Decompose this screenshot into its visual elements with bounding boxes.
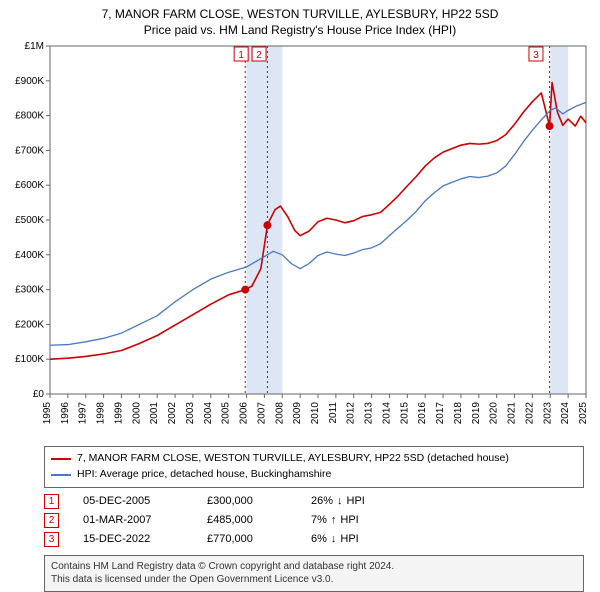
svg-text:1995: 1995 bbox=[42, 402, 53, 425]
event-row: 3 15-DEC-2022 £770,000 6% ↓HPI bbox=[44, 530, 584, 549]
event-price: £485,000 bbox=[207, 514, 287, 526]
event-diff: 26% ↓ HPI bbox=[311, 495, 411, 507]
svg-text:2013: 2013 bbox=[364, 402, 375, 425]
svg-text:2002: 2002 bbox=[167, 402, 178, 425]
event-price: £300,000 bbox=[207, 495, 287, 507]
svg-text:2014: 2014 bbox=[381, 402, 392, 425]
svg-text:2015: 2015 bbox=[399, 402, 410, 425]
legend-row: 7, MANOR FARM CLOSE, WESTON TURVILLE, AY… bbox=[51, 451, 577, 467]
svg-text:2011: 2011 bbox=[328, 402, 339, 424]
svg-text:£900K: £900K bbox=[15, 76, 44, 87]
event-number-box: 2 bbox=[44, 513, 59, 528]
svg-text:2: 2 bbox=[256, 50, 262, 61]
svg-text:£1M: £1M bbox=[25, 42, 44, 52]
svg-text:2021: 2021 bbox=[507, 402, 518, 425]
svg-text:2023: 2023 bbox=[542, 402, 553, 425]
svg-text:1996: 1996 bbox=[60, 402, 71, 425]
svg-text:2012: 2012 bbox=[346, 402, 357, 425]
svg-text:£600K: £600K bbox=[15, 181, 44, 192]
sale-dot bbox=[546, 122, 554, 130]
svg-text:2004: 2004 bbox=[203, 402, 214, 425]
event-diff-pct: 6% bbox=[311, 533, 327, 545]
event-date: 15-DEC-2022 bbox=[83, 533, 183, 545]
svg-text:2000: 2000 bbox=[131, 402, 142, 425]
event-number-box: 1 bbox=[44, 494, 59, 509]
svg-text:1999: 1999 bbox=[113, 402, 124, 425]
svg-text:2020: 2020 bbox=[489, 402, 500, 425]
svg-text:£200K: £200K bbox=[15, 320, 44, 331]
title-block: 7, MANOR FARM CLOSE, WESTON TURVILLE, AY… bbox=[8, 6, 592, 38]
legend-row: HPI: Average price, detached house, Buck… bbox=[51, 467, 577, 483]
legend-swatch bbox=[51, 474, 71, 476]
svg-text:2016: 2016 bbox=[417, 402, 428, 425]
svg-text:£0: £0 bbox=[33, 389, 45, 400]
legend: 7, MANOR FARM CLOSE, WESTON TURVILLE, AY… bbox=[44, 446, 584, 488]
svg-text:£800K: £800K bbox=[15, 111, 44, 122]
event-date: 05-DEC-2005 bbox=[83, 495, 183, 507]
svg-text:2018: 2018 bbox=[453, 402, 464, 425]
event-diff-suffix: HPI bbox=[340, 533, 358, 545]
svg-text:2025: 2025 bbox=[578, 402, 589, 425]
svg-text:£700K: £700K bbox=[15, 146, 44, 157]
attribution-line-1: Contains HM Land Registry data © Crown c… bbox=[51, 560, 577, 574]
svg-text:2022: 2022 bbox=[524, 402, 535, 425]
svg-text:2009: 2009 bbox=[292, 402, 303, 425]
event-diff-suffix: HPI bbox=[340, 514, 358, 526]
event-row: 1 05-DEC-2005 £300,000 26% ↓ HPI bbox=[44, 492, 584, 511]
chart-area: £0 £100K £200K £300K £400K £500K £600K £700K £80… bbox=[8, 42, 592, 440]
arrow-up-icon: ↑ bbox=[331, 514, 337, 526]
svg-text:£400K: £400K bbox=[15, 250, 44, 261]
svg-text:2005: 2005 bbox=[221, 402, 232, 425]
svg-text:2017: 2017 bbox=[435, 402, 446, 425]
title-line-2: Price paid vs. HM Land Registry's House … bbox=[8, 22, 592, 38]
event-diff-pct: 7% bbox=[311, 514, 327, 526]
svg-text:£300K: £300K bbox=[15, 285, 44, 296]
arrow-down-icon: ↓ bbox=[331, 533, 337, 545]
svg-text:1: 1 bbox=[238, 50, 244, 61]
svg-text:2001: 2001 bbox=[149, 402, 160, 425]
svg-text:3: 3 bbox=[533, 50, 539, 61]
attribution-box: Contains HM Land Registry data © Crown c… bbox=[44, 555, 584, 592]
event-diff-suffix: HPI bbox=[347, 495, 365, 507]
svg-text:2003: 2003 bbox=[185, 402, 196, 425]
title-line-1: 7, MANOR FARM CLOSE, WESTON TURVILLE, AY… bbox=[8, 6, 592, 22]
svg-text:1997: 1997 bbox=[78, 402, 89, 425]
event-number-box: 3 bbox=[44, 532, 59, 547]
svg-text:£100K: £100K bbox=[15, 355, 44, 366]
event-row: 2 01-MAR-2007 £485,000 7% ↑HPI bbox=[44, 511, 584, 530]
svg-text:2007: 2007 bbox=[256, 402, 267, 425]
attribution-line-2: This data is licensed under the Open Gov… bbox=[51, 573, 577, 587]
event-date: 01-MAR-2007 bbox=[83, 514, 183, 526]
sale-dot bbox=[263, 222, 271, 230]
chart-container: 7, MANOR FARM CLOSE, WESTON TURVILLE, AY… bbox=[0, 0, 600, 590]
svg-text:2019: 2019 bbox=[471, 402, 482, 425]
events-table: 105-DEC-2005£300,00026%↓HPI201-MAR-2007£… bbox=[44, 492, 584, 549]
svg-text:1998: 1998 bbox=[96, 402, 107, 425]
svg-text:2010: 2010 bbox=[310, 402, 321, 425]
svg-text:£500K: £500K bbox=[15, 215, 44, 226]
event-diff-pct: 26% bbox=[311, 495, 333, 507]
legend-label: HPI: Average price, detached house, Buck… bbox=[77, 467, 331, 483]
series-property bbox=[50, 83, 586, 360]
arrow-down-icon: ↓ bbox=[337, 495, 343, 507]
svg-text:2006: 2006 bbox=[239, 402, 250, 425]
chart-svg: £0 £100K £200K £300K £400K £500K £600K £700K £80… bbox=[8, 42, 592, 440]
event-diff: 7% ↑HPI bbox=[311, 514, 411, 526]
event-diff: 6% ↓HPI bbox=[311, 533, 411, 545]
sale-dot bbox=[241, 286, 249, 294]
svg-text:2024: 2024 bbox=[560, 402, 571, 425]
legend-swatch bbox=[51, 458, 71, 460]
legend-label: 7, MANOR FARM CLOSE, WESTON TURVILLE, AY… bbox=[77, 451, 509, 467]
event-price: £770,000 bbox=[207, 533, 287, 545]
series-hpi bbox=[50, 103, 586, 346]
svg-text:2008: 2008 bbox=[274, 402, 285, 425]
